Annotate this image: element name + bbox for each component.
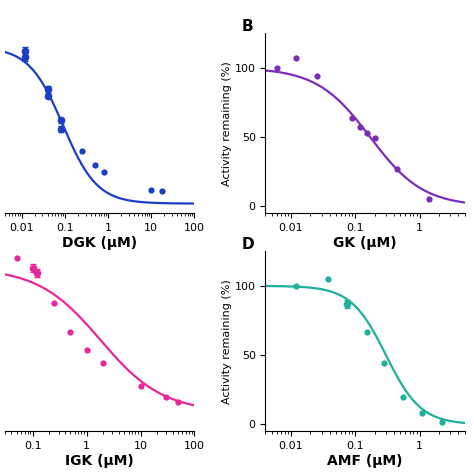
Text: D: D [242, 237, 254, 252]
X-axis label: DGK (μM): DGK (μM) [62, 236, 137, 250]
Y-axis label: Activity remaining (%): Activity remaining (%) [222, 279, 232, 404]
X-axis label: AMF (μM): AMF (μM) [327, 454, 403, 468]
X-axis label: IGK (μM): IGK (μM) [65, 454, 134, 468]
Y-axis label: Activity remaining (%): Activity remaining (%) [222, 61, 232, 186]
X-axis label: GK (μM): GK (μM) [333, 236, 397, 250]
Text: B: B [242, 19, 253, 34]
